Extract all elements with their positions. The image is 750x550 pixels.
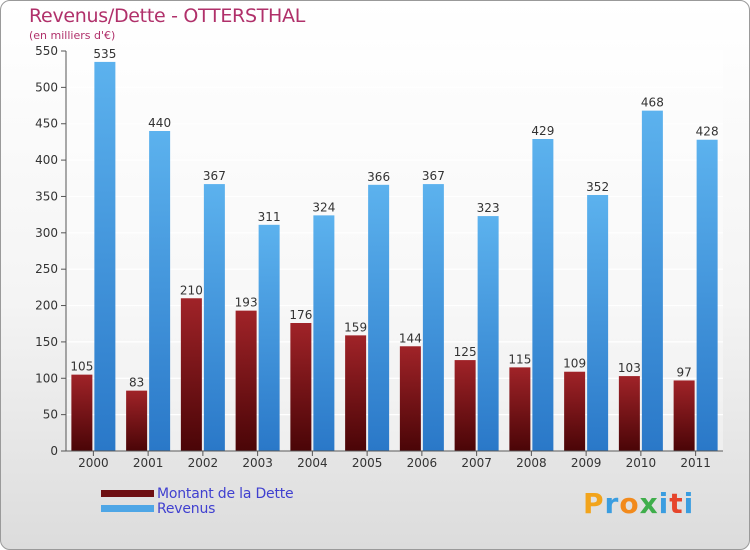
data-label-dette: 105 <box>70 360 93 374</box>
y-tick-label: 150 <box>35 335 58 349</box>
data-label-dette: 97 <box>676 365 691 379</box>
legend-swatch-debt <box>101 490 154 497</box>
data-label-revenus: 428 <box>696 125 719 139</box>
data-label-revenus: 311 <box>258 210 281 224</box>
bar-dette <box>673 380 695 451</box>
bar-revenus <box>532 139 554 451</box>
legend-label-revenus: Revenus <box>157 501 216 517</box>
bar-dette <box>180 298 202 451</box>
data-label-dette: 210 <box>180 283 203 297</box>
data-label-revenus: 323 <box>477 201 500 215</box>
x-tick-label: 2005 <box>352 456 383 470</box>
y-tick-label: 50 <box>43 408 58 422</box>
bar-revenus <box>258 224 280 451</box>
data-label-revenus: 367 <box>422 169 445 183</box>
data-label-revenus: 367 <box>203 169 226 183</box>
bar-revenus <box>422 184 444 451</box>
x-tick-label: 2006 <box>407 456 438 470</box>
data-label-revenus: 366 <box>367 170 390 184</box>
x-tick-label: 2004 <box>297 456 328 470</box>
bar-dette <box>71 374 93 451</box>
x-tick-label: 2002 <box>188 456 219 470</box>
plot-area <box>66 51 723 451</box>
data-label-revenus: 352 <box>586 180 609 194</box>
data-label-dette: 144 <box>399 331 422 345</box>
data-label-dette: 109 <box>563 357 586 371</box>
data-label-dette: 159 <box>344 320 367 334</box>
bar-revenus <box>587 195 609 451</box>
y-tick-label: 550 <box>35 44 58 58</box>
data-label-dette: 115 <box>508 352 531 366</box>
bar-dette <box>126 390 148 451</box>
proxiti-logo: Proxiti <box>583 487 694 520</box>
x-tick-label: 2010 <box>626 456 657 470</box>
y-tick-label: 500 <box>35 80 58 94</box>
logo-letter: r <box>604 487 620 520</box>
data-label-dette: 176 <box>289 308 312 322</box>
bar-revenus <box>94 61 116 452</box>
legend-label-debt: Montant de la Dette <box>157 486 294 502</box>
logo-letter: o <box>619 487 640 520</box>
bar-revenus <box>313 215 335 451</box>
y-tick-label: 100 <box>35 371 58 385</box>
data-label-revenus: 429 <box>531 124 554 138</box>
data-label-revenus: 324 <box>312 200 335 214</box>
y-tick-label: 300 <box>35 226 58 240</box>
x-tick-label: 2001 <box>133 456 164 470</box>
x-tick-label: 2009 <box>571 456 602 470</box>
y-tick-label: 200 <box>35 299 58 313</box>
chart-subtitle: (en milliers d'€) <box>29 29 116 42</box>
y-tick-label: 0 <box>50 444 58 458</box>
y-tick-label: 350 <box>35 189 58 203</box>
data-label-revenus: 468 <box>641 96 664 110</box>
y-tick-label: 400 <box>35 153 58 167</box>
logo-letter: P <box>583 487 605 520</box>
logo-letter: x <box>639 487 659 520</box>
bar-dette <box>235 310 257 451</box>
x-tick-label: 2007 <box>461 456 492 470</box>
bar-dette <box>290 323 312 451</box>
bar-revenus <box>149 131 171 451</box>
bar-revenus <box>477 216 499 451</box>
logo-letter: i <box>658 487 670 520</box>
bar-dette <box>345 335 367 451</box>
bar-dette <box>618 376 640 451</box>
bar-dette <box>564 371 586 451</box>
y-tick-label: 450 <box>35 117 58 131</box>
bar-dette <box>509 367 531 451</box>
legend-swatch-revenus <box>101 505 154 512</box>
y-tick-label: 250 <box>35 262 58 276</box>
x-tick-label: 2011 <box>680 456 711 470</box>
bar-revenus <box>203 184 225 451</box>
bar-dette <box>399 346 421 451</box>
data-label-revenus: 535 <box>93 47 116 61</box>
chart-title: Revenus/Dette - OTTERSTHAL <box>29 5 305 27</box>
logo-letter: i <box>683 487 695 520</box>
data-label-revenus: 440 <box>148 116 171 130</box>
data-label-dette: 83 <box>129 376 144 390</box>
x-tick-label: 2008 <box>516 456 547 470</box>
x-tick-label: 2000 <box>78 456 109 470</box>
data-label-dette: 193 <box>235 296 258 310</box>
bar-revenus <box>368 184 390 451</box>
logo-letter: t <box>669 487 684 520</box>
x-tick-label: 2003 <box>242 456 273 470</box>
data-label-dette: 125 <box>454 345 477 359</box>
data-label-dette: 103 <box>618 361 641 375</box>
bar-revenus <box>641 110 663 452</box>
bar-dette <box>454 360 476 451</box>
bar-revenus <box>696 139 718 451</box>
